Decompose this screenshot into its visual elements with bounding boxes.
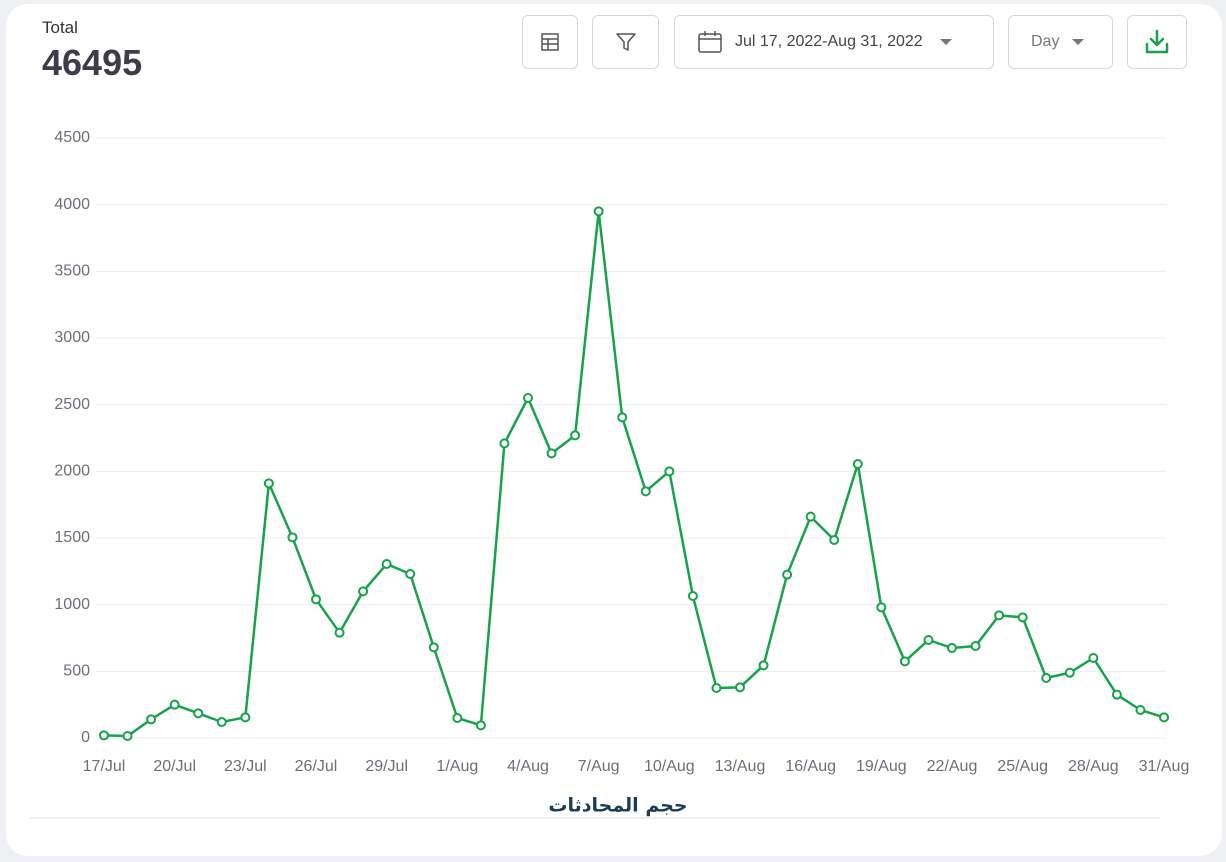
x-tick-label: 26/Jul	[295, 758, 338, 775]
point	[758, 660, 769, 671]
point	[452, 713, 463, 723]
x-tick-label: 16/Aug	[785, 758, 836, 775]
point	[876, 602, 887, 613]
point	[546, 448, 557, 459]
y-tick-label: 4500	[54, 129, 90, 146]
x-tick-label: 31/Aug	[1139, 758, 1190, 775]
point	[263, 478, 274, 489]
total-label: Total	[42, 18, 78, 37]
filter-icon	[615, 33, 636, 51]
point	[428, 642, 439, 653]
x-tick-label: 23/Jul	[224, 758, 267, 775]
point	[475, 720, 486, 731]
point	[169, 699, 180, 710]
download-button[interactable]	[1127, 15, 1187, 69]
x-tick-label: 17/Jul	[83, 758, 126, 775]
card	[6, 4, 1222, 856]
calendar-icon	[698, 31, 722, 53]
point	[193, 708, 204, 719]
point	[523, 393, 533, 403]
point	[122, 731, 133, 741]
x-tick-label: 7/Aug	[578, 758, 620, 775]
y-tick-label: 500	[63, 663, 90, 680]
x-tick-label: 19/Aug	[856, 758, 907, 775]
point	[640, 486, 651, 497]
point	[970, 641, 981, 651]
point	[1088, 653, 1099, 663]
y-tick-label: 4000	[54, 196, 90, 213]
y-tick-label: 1000	[54, 596, 90, 613]
point	[711, 683, 722, 693]
point	[1135, 705, 1146, 715]
x-tick-label: 22/Aug	[927, 758, 978, 775]
x-tick-label: 4/Aug	[507, 758, 549, 775]
granularity-select[interactable]: Day	[1008, 15, 1113, 69]
point	[852, 459, 863, 469]
point	[146, 714, 157, 725]
y-tick-label: 2500	[54, 396, 90, 413]
point	[1017, 612, 1028, 623]
date-range-picker[interactable]: Jul 17, 2022-Aug 31, 2022	[674, 15, 994, 69]
x-tick-label: 10/Aug	[644, 758, 695, 775]
y-tick-label: 0	[81, 729, 90, 746]
point	[1111, 689, 1122, 700]
point	[805, 511, 816, 522]
point	[287, 532, 298, 543]
x-tick-label: 13/Aug	[715, 758, 766, 775]
table-icon	[541, 33, 559, 51]
point	[1041, 673, 1052, 683]
point	[1159, 712, 1169, 723]
point	[994, 610, 1005, 621]
point	[499, 438, 510, 449]
granularity-text: Day	[1031, 33, 1060, 50]
line	[103, 210, 1165, 738]
point	[735, 682, 745, 693]
point	[570, 430, 581, 441]
table-button[interactable]	[522, 15, 578, 69]
x-tick-label: 1/Aug	[436, 758, 478, 775]
point	[311, 594, 321, 605]
point	[593, 206, 604, 217]
point	[947, 643, 957, 653]
point	[687, 591, 698, 601]
point	[99, 730, 109, 741]
point	[829, 535, 840, 545]
date-range-text: Jul 17, 2022-Aug 31, 2022	[735, 33, 923, 50]
x-tick-label: 25/Aug	[997, 758, 1048, 775]
point	[617, 412, 628, 423]
y-tick-label: 3500	[54, 263, 90, 280]
dropdown-caret	[1072, 39, 1085, 45]
x-tick-label: 29/Jul	[365, 758, 408, 775]
total-value: 46495	[42, 42, 143, 83]
dropdown-caret	[939, 39, 952, 45]
x-tick-label: 28/Aug	[1068, 758, 1119, 775]
download-icon	[1145, 29, 1169, 54]
point	[899, 656, 910, 667]
point	[381, 559, 392, 569]
point	[358, 586, 369, 597]
y-tick-label: 2000	[54, 463, 90, 480]
filter-button[interactable]	[592, 15, 659, 69]
point	[405, 569, 416, 579]
x-tick-label: 20/Jul	[153, 758, 196, 775]
point	[216, 717, 227, 727]
point	[664, 466, 675, 477]
point	[782, 569, 793, 580]
point	[1064, 667, 1075, 678]
point	[334, 627, 345, 638]
y-tick-label: 1500	[54, 529, 90, 546]
chart-title: حجم المحادثات	[548, 795, 687, 817]
y-tick-label: 3000	[54, 329, 90, 346]
point	[240, 712, 251, 723]
point	[923, 635, 934, 645]
